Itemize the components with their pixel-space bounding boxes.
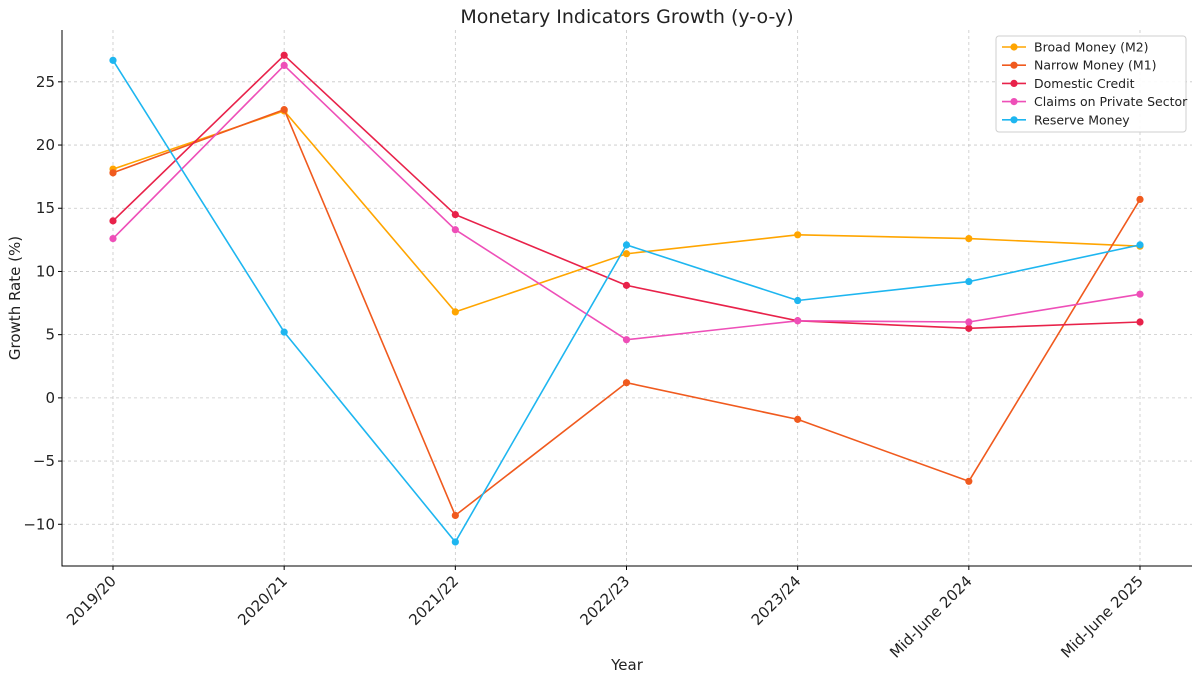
legend-marker <box>1010 43 1018 51</box>
data-point <box>965 477 973 485</box>
data-point <box>451 308 459 316</box>
legend-box <box>995 35 1187 133</box>
legend-marker <box>1010 61 1018 69</box>
data-point <box>965 324 973 332</box>
chart-title: Monetary Indicators Growth (y-o-y) <box>460 6 793 28</box>
legend-item: Reserve Money <box>1002 112 1130 127</box>
data-point <box>622 379 631 387</box>
data-point <box>622 250 631 258</box>
legend-item: Domestic Credit <box>1002 76 1135 91</box>
data-point <box>451 226 459 234</box>
data-point <box>965 234 973 243</box>
y-tick-label: −10 <box>23 515 55 533</box>
data-point <box>280 51 288 59</box>
legend-item: Narrow Money (M1) <box>1002 58 1157 73</box>
data-point <box>280 106 288 114</box>
series-4 <box>109 56 1144 546</box>
data-point <box>965 318 973 326</box>
data-point <box>794 415 802 423</box>
data-point <box>794 296 802 305</box>
x-tick-label: 2021/22 <box>405 572 462 629</box>
data-point <box>1136 290 1144 298</box>
data-point <box>109 234 117 243</box>
series-layer <box>109 51 1144 546</box>
x-tick-label: Mid-June 2024 <box>886 572 975 661</box>
data-point <box>965 277 973 286</box>
y-tick-label: 25 <box>36 73 55 91</box>
y-axis-label: Growth Rate (%) <box>6 236 24 360</box>
data-point <box>109 169 117 177</box>
y-tick-label: 0 <box>45 389 55 407</box>
x-axis-label: Year <box>610 656 644 674</box>
grid <box>62 30 1192 566</box>
data-point <box>280 328 288 336</box>
data-point <box>794 317 802 325</box>
series-line <box>112 64 1141 341</box>
data-point <box>451 511 459 520</box>
y-tick-label: 5 <box>45 326 55 344</box>
series-3 <box>109 61 1144 344</box>
data-point <box>1136 241 1144 249</box>
data-point <box>622 336 631 344</box>
legend: Broad Money (M2) Narrow Money (M1) Domesti… <box>995 35 1188 133</box>
legend-label: Narrow Money (M1) <box>1034 58 1157 73</box>
series-1 <box>109 106 1144 520</box>
legend-marker <box>1010 79 1018 87</box>
data-point <box>622 281 631 289</box>
legend-label: Reserve Money <box>1034 112 1130 127</box>
legend-label: Claims on Private Sector <box>1034 94 1188 109</box>
legend-marker <box>1010 116 1018 124</box>
data-point <box>109 56 117 64</box>
x-tick-label: 2020/21 <box>234 572 291 629</box>
data-point <box>280 61 288 69</box>
data-point <box>451 538 459 546</box>
y-tick-label: 15 <box>36 199 55 217</box>
x-tick-label: 2023/24 <box>748 572 805 629</box>
data-point <box>622 241 631 249</box>
data-point <box>794 231 802 239</box>
y-tick-label: 20 <box>36 136 55 154</box>
data-point <box>1136 318 1144 326</box>
legend-item: Broad Money (M2) <box>1002 40 1149 55</box>
x-tick-label: 2019/20 <box>63 572 120 629</box>
legend-item: Claims on Private Sector <box>1002 94 1188 109</box>
legend-marker <box>1010 98 1018 106</box>
x-tick-label: 2022/23 <box>577 572 634 629</box>
data-point <box>451 210 459 219</box>
y-tick-label: 10 <box>36 262 55 280</box>
legend-label: Broad Money (M2) <box>1034 40 1149 55</box>
data-point <box>1136 195 1144 203</box>
x-tick-label: Mid-June 2025 <box>1057 572 1146 661</box>
y-tick-label: −5 <box>33 452 55 470</box>
legend-label: Domestic Credit <box>1034 76 1135 91</box>
data-point <box>109 217 117 225</box>
